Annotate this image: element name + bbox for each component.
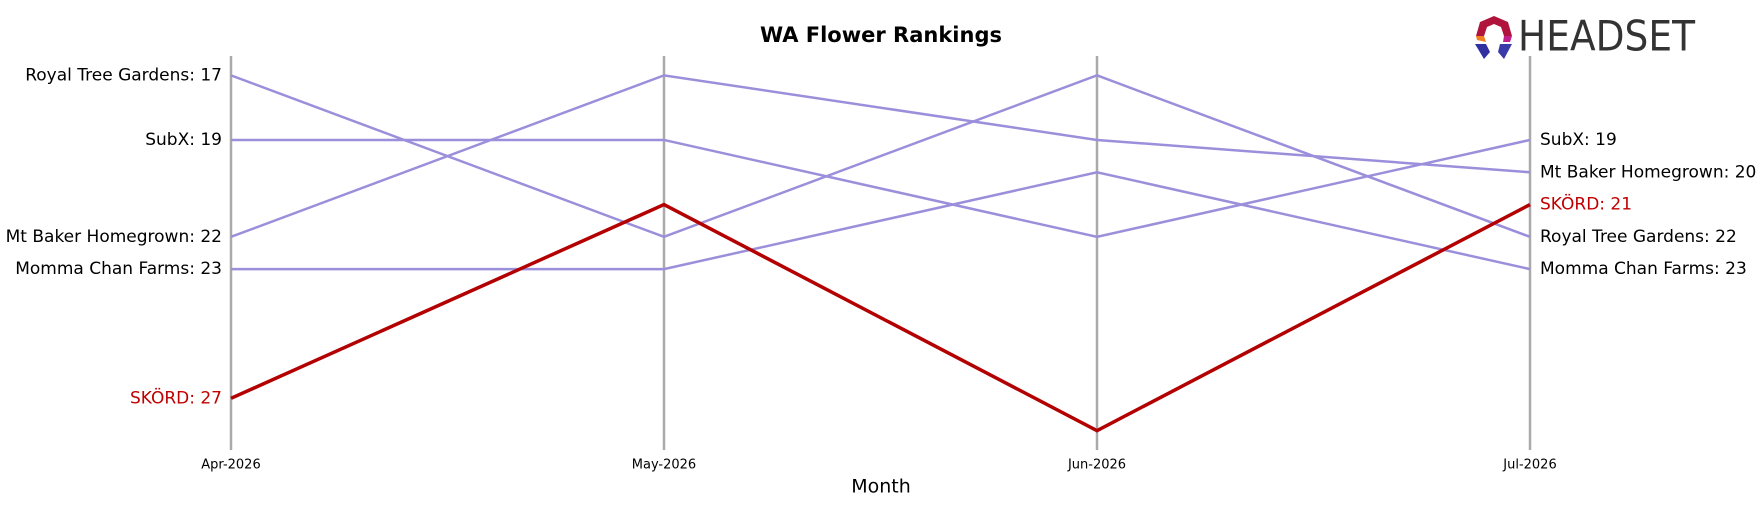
series-line [230, 74, 1531, 239]
value-label: Momma Chan Farms: 23 [15, 259, 222, 279]
logo-icon [1475, 44, 1490, 59]
value-label: SubX: 19 [1540, 130, 1617, 150]
value-label: SKÖRD: 21 [1540, 193, 1632, 215]
value-label: Mt Baker Homegrown: 22 [6, 227, 222, 247]
logo-icon [1503, 36, 1512, 42]
series-line [230, 202, 1531, 433]
series-line [231, 170, 1531, 271]
value-label: Momma Chan Farms: 23 [1540, 259, 1747, 279]
chart-title: WA Flower Rankings [760, 23, 1002, 47]
x-tick-label: Jul-2026 [1502, 458, 1556, 473]
logo-icon [1498, 44, 1512, 59]
x-tick-label: May-2026 [632, 458, 696, 473]
series-line [231, 138, 1531, 239]
logo: HEADSET [1475, 12, 1695, 61]
value-label: SKÖRD: 27 [130, 386, 222, 408]
x-tick-label: Apr-2026 [201, 458, 260, 473]
value-label: Royal Tree Gardens: 22 [1540, 227, 1737, 247]
x-tick-label: Jun-2026 [1067, 458, 1126, 473]
logo-icon [1476, 16, 1512, 36]
value-label: Mt Baker Homegrown: 20 [1540, 162, 1756, 182]
logo-icon [1476, 36, 1486, 42]
value-label: Royal Tree Gardens: 17 [25, 65, 222, 85]
series-line [230, 74, 1531, 239]
logo-text: HEADSET [1518, 12, 1695, 61]
value-label: SubX: 19 [145, 130, 222, 150]
x-axis-label: Month [851, 476, 911, 498]
